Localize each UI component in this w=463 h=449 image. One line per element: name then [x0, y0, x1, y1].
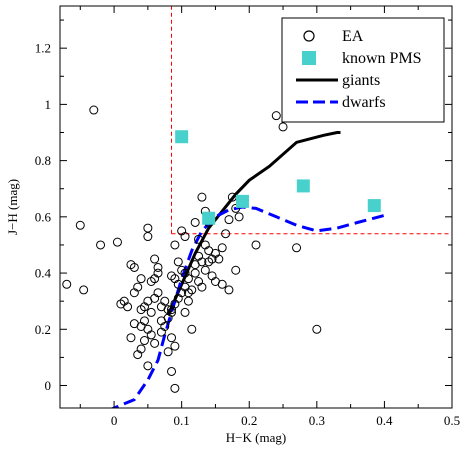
data-point-ea: [204, 257, 214, 267]
data-point-ea: [187, 285, 197, 295]
data-point-known-pms: [202, 211, 216, 225]
legend-label-giants: giants: [342, 72, 380, 89]
data-point-ea: [278, 122, 288, 132]
data-point-ea: [217, 279, 227, 289]
data-point-ea: [224, 285, 234, 295]
data-point-ea: [194, 234, 204, 244]
data-point-ea: [197, 192, 207, 202]
legend-marker-ea: [303, 30, 315, 42]
data-point-ea: [150, 338, 160, 348]
data-point-ea: [180, 307, 190, 317]
legend-box: [281, 17, 445, 123]
data-point-ea: [163, 347, 173, 357]
data-point-ea: [96, 240, 106, 250]
data-point-ea: [156, 327, 166, 337]
data-point-ea: [173, 257, 183, 267]
y-tick-label: 1.2: [35, 41, 51, 56]
data-point-known-pms: [367, 199, 381, 213]
data-point-known-pms: [235, 194, 249, 208]
data-point-ea: [133, 282, 143, 292]
data-point-ea: [170, 383, 180, 393]
y-tick-label: 0.8: [35, 153, 51, 168]
y-tick-label: 0.6: [35, 209, 52, 224]
data-point-ea: [197, 282, 207, 292]
data-point-ea: [231, 203, 241, 213]
data-point-ea: [153, 262, 163, 272]
data-point-ea: [190, 268, 200, 278]
data-point-ea: [136, 344, 146, 354]
data-point-ea: [160, 296, 170, 306]
data-point-ea: [180, 232, 190, 242]
data-point-ea: [183, 296, 193, 306]
data-point-ea: [217, 243, 227, 253]
y-tick-label: 0.4: [35, 266, 52, 281]
data-point-ea: [143, 232, 153, 242]
data-point-ea: [214, 254, 224, 264]
series-line-giants: [166, 131, 341, 316]
data-point-known-pms: [175, 130, 189, 144]
legend-marker-known-pms: [302, 51, 316, 65]
x-tick-label: 0.2: [241, 413, 257, 428]
data-point-ea: [292, 243, 302, 253]
data-point-ea: [146, 307, 156, 317]
data-point-ea: [150, 254, 160, 264]
data-point-ea: [251, 240, 261, 250]
data-point-ea: [119, 296, 129, 306]
y-axis-label: J−H (mag): [5, 179, 20, 235]
data-point-ea: [79, 285, 89, 295]
x-tick-label: 0.1: [174, 413, 190, 428]
data-point-ea: [194, 251, 204, 261]
data-point-ea: [89, 105, 99, 115]
data-point-ea: [170, 240, 180, 250]
x-tick-label: 0.3: [309, 413, 325, 428]
y-tick-label: 0: [45, 378, 52, 393]
x-tick-label: 0.5: [444, 413, 460, 428]
data-point-ea: [163, 313, 173, 323]
data-point-ea: [234, 212, 244, 222]
data-point-ea: [129, 262, 139, 272]
legend-label-known-pms: known PMS: [342, 50, 422, 67]
data-point-ea: [139, 316, 149, 326]
data-point-ea: [62, 279, 72, 289]
data-point-ea: [187, 324, 197, 334]
data-point-ea: [200, 265, 210, 275]
x-tick-label: 0: [111, 413, 118, 428]
data-point-ea: [312, 324, 322, 334]
data-point-ea: [183, 274, 193, 284]
data-point-ea: [224, 215, 234, 225]
legend-label-dwarfs: dwarfs: [342, 94, 386, 111]
data-point-ea: [143, 361, 153, 371]
data-point-ea: [126, 333, 136, 343]
y-tick-label: 1: [45, 97, 52, 112]
data-point-ea: [190, 217, 200, 227]
data-point-ea: [75, 220, 85, 230]
data-point-ea: [167, 333, 177, 343]
data-point-ea: [136, 274, 146, 284]
y-tick-label: 0.2: [35, 322, 51, 337]
data-point-ea: [139, 336, 149, 346]
plot-frame: [59, 5, 453, 409]
data-point-ea: [221, 229, 231, 239]
data-point-ea: [271, 111, 281, 121]
plot-area: [62, 6, 452, 408]
x-axis-label: H−K (mag): [226, 430, 286, 445]
data-point-ea: [112, 237, 122, 247]
legend: EA known PMS giants dwarfs: [281, 17, 445, 123]
axis-ticks: 0 0.1 0.2 0.3 0.4 0.5 0 0.2 0.4 0.6 0.8 1 1.2: [35, 6, 460, 428]
data-point-ea: [146, 330, 156, 340]
data-point-ea: [146, 276, 156, 286]
data-point-ea: [143, 223, 153, 233]
data-point-ea: [173, 279, 183, 289]
data-point-ea: [167, 271, 177, 281]
series-line-dwarfs: [110, 205, 385, 408]
data-point-known-pms: [296, 179, 310, 193]
data-point-ea: [231, 265, 241, 275]
legend-label-ea: EA: [342, 28, 364, 45]
x-tick-label: 0.4: [376, 413, 393, 428]
data-point-ea: [170, 341, 180, 351]
data-point-ea: [153, 288, 163, 298]
data-point-ea: [167, 366, 177, 376]
